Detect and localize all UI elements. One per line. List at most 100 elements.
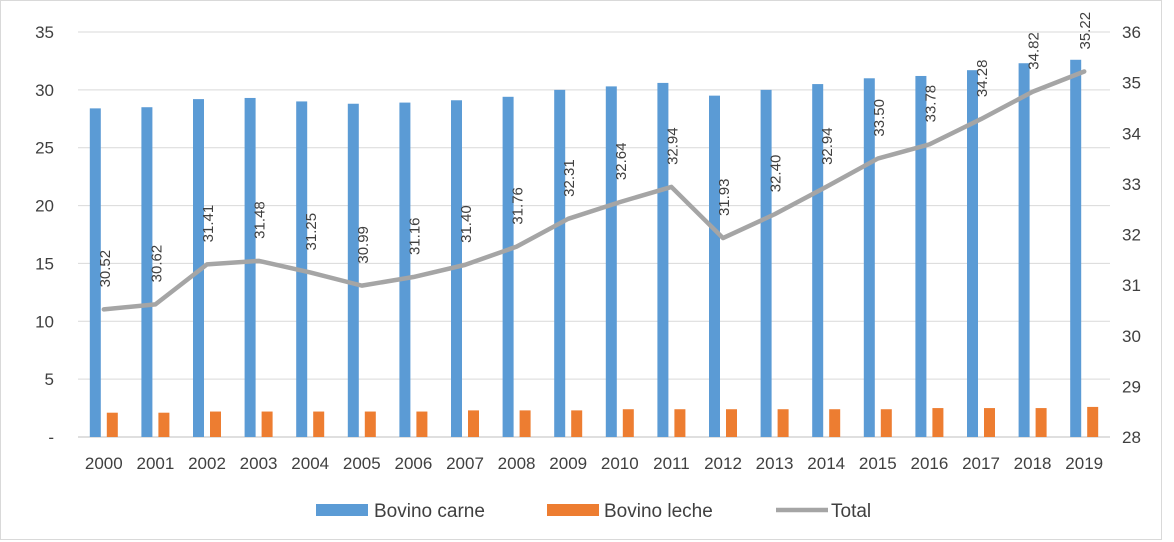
bar-bovino-leche: [880, 409, 892, 437]
total-data-label: 31.25: [303, 213, 320, 251]
y-left-tick-label: 30: [35, 81, 54, 100]
x-tick-label: 2002: [188, 454, 226, 473]
legend-swatch-bovino-carne: [316, 504, 368, 516]
y-left-tick-label: 5: [45, 370, 54, 389]
bar-bovino-carne: [863, 78, 875, 438]
y-left-tick-label: 35: [35, 23, 54, 42]
total-data-label: 31.48: [252, 201, 269, 239]
bar-bovino-leche: [106, 412, 118, 437]
total-data-label: 32.40: [768, 155, 785, 193]
x-tick-label: 2015: [859, 454, 897, 473]
bar-bovino-leche: [519, 410, 531, 437]
total-data-label: 31.41: [200, 205, 217, 243]
x-tick-label: 2011: [653, 454, 690, 473]
y-right-tick-label: 33: [1122, 175, 1141, 194]
bar-bovino-leche: [984, 408, 995, 437]
bar-bovino-leche: [571, 410, 583, 437]
total-data-label: 32.94: [819, 127, 836, 165]
bar-bovino-leche: [313, 411, 325, 437]
y-left-tick-label: -: [48, 428, 54, 447]
bar-bovino-carne: [89, 108, 101, 437]
y-right-tick-label: 34: [1122, 124, 1141, 143]
bar-bovino-leche: [210, 411, 221, 437]
x-tick-label: 2016: [910, 454, 948, 473]
legend-label-bovino-carne: Bovino carne: [374, 501, 485, 522]
x-tick-label: 2014: [807, 454, 845, 473]
x-tick-label: 2005: [343, 454, 381, 473]
line-total: [101, 69, 1087, 312]
bar-bovino-leche: [1087, 406, 1099, 437]
y-right-tick-label: 36: [1122, 23, 1141, 42]
bar-bovino-leche: [468, 410, 479, 437]
bar-bovino-carne: [347, 103, 359, 437]
bar-bovino-carne: [657, 82, 669, 438]
bar-bovino-leche: [364, 411, 376, 437]
total-data-label: 33.50: [871, 99, 888, 137]
bar-bovino-leche: [622, 409, 634, 437]
total-data-label: 30.52: [97, 250, 114, 288]
x-tick-label: 2007: [446, 454, 484, 473]
x-tick-label: 2001: [136, 454, 174, 473]
x-tick-label: 2009: [549, 454, 587, 473]
x-tick-label: 2019: [1065, 454, 1103, 473]
total-data-label: 32.64: [613, 143, 630, 181]
total-data-label: 34.28: [974, 60, 991, 98]
total-data-label: 34.82: [1026, 32, 1043, 70]
total-data-label: 31.76: [510, 187, 527, 225]
x-tick-label: 2004: [291, 454, 329, 473]
bar-bovino-carne: [141, 107, 153, 437]
y-left-tick-label: 20: [35, 197, 54, 216]
x-tick-label: 2017: [962, 454, 1000, 473]
y-right-tick-label: 32: [1122, 226, 1141, 245]
total-data-label: 30.99: [355, 226, 372, 264]
total-data-label: 32.31: [561, 159, 578, 197]
x-tick-label: 2010: [601, 454, 639, 473]
bar-bovino-carne: [760, 89, 772, 437]
bar-bovino-carne: [605, 86, 617, 437]
bar-bovino-leche: [1035, 408, 1047, 437]
x-tick-label: 2012: [704, 454, 742, 473]
bar-bovino-leche: [726, 409, 737, 437]
bar-bovino-carne: [1018, 63, 1030, 437]
y-right-tick-label: 35: [1122, 74, 1141, 93]
bar-bovino-leche: [932, 408, 944, 437]
x-tick-label: 2000: [85, 454, 123, 473]
total-data-label: 31.16: [406, 217, 423, 255]
y-left-tick-label: 15: [35, 254, 54, 273]
bar-bovino-carne: [967, 70, 978, 437]
total-data-label: 30.62: [148, 245, 165, 283]
x-tick-label: 2003: [240, 454, 278, 473]
total-data-label: 35.22: [1077, 12, 1094, 50]
bar-bovino-carne: [244, 97, 256, 437]
y-right-tick-label: 29: [1122, 377, 1141, 396]
bar-bovino-carne: [709, 95, 720, 438]
legend-swatch-bovino-leche: [547, 504, 599, 516]
y-right-tick-label: 31: [1122, 276, 1141, 295]
y-right-tick-label: 28: [1122, 428, 1141, 447]
bar-bovino-carne: [399, 102, 411, 437]
y-left-tick-label: 10: [35, 312, 54, 331]
legend-label-bovino-leche: Bovino leche: [604, 501, 713, 522]
bar-bovino-carne: [1070, 59, 1082, 438]
bar-bovino-leche: [416, 411, 428, 437]
bar-bovino-leche: [158, 412, 170, 437]
x-tick-label: 2006: [394, 454, 432, 473]
bar-bovino-carne: [554, 89, 566, 437]
total-data-label: 32.94: [664, 127, 681, 165]
bar-bovino-carne: [915, 75, 927, 437]
y-right-tick-label: 30: [1122, 327, 1141, 346]
legend-label-total: Total: [831, 501, 871, 522]
bar-bovino-carne: [502, 96, 514, 438]
bar-bovino-carne: [812, 84, 824, 438]
total-data-label: 33.78: [922, 85, 939, 123]
x-tick-label: 2018: [1014, 454, 1052, 473]
bar-bovino-leche: [674, 409, 686, 437]
total-data-label: 31.40: [458, 205, 475, 243]
bar-bovino-leche: [829, 409, 841, 437]
y-left-tick-label: 25: [35, 139, 54, 158]
bar-bovino-carne: [193, 99, 204, 437]
bar-bovino-leche: [777, 409, 789, 437]
x-tick-label: 2013: [756, 454, 794, 473]
